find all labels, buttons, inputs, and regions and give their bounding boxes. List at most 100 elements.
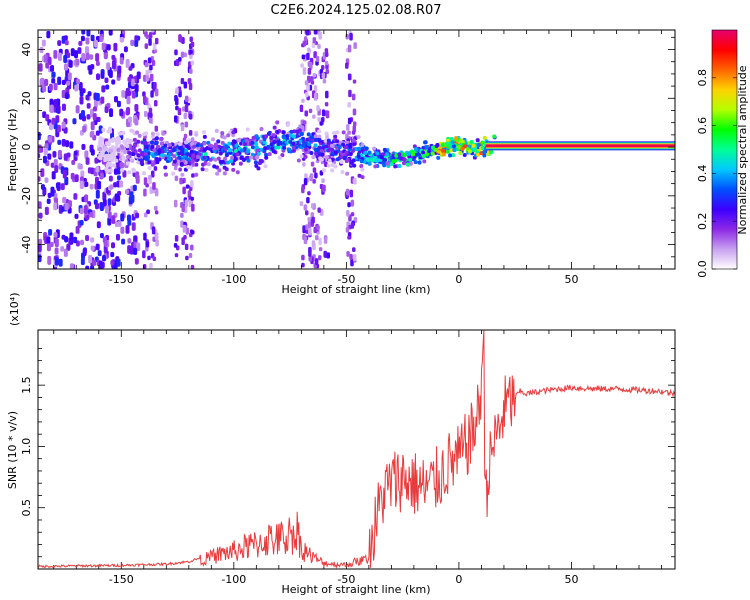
colorbar-tick-label: 0.0	[696, 260, 709, 278]
spectrogram-cell	[189, 49, 193, 54]
spectrogram-cell	[51, 71, 56, 78]
spectrogram-cell	[95, 243, 100, 251]
spectrogram-cell	[264, 152, 269, 157]
spectrogram-cell	[189, 149, 194, 154]
spectrogram-cell	[364, 146, 369, 151]
spectrogram-cell	[127, 116, 132, 123]
spectrogram-cell	[348, 73, 352, 81]
spectrogram-cell	[38, 238, 43, 245]
spectrogram-cell	[61, 89, 66, 99]
spectrogram-cell	[348, 89, 352, 98]
spectrogram-cell	[324, 154, 329, 159]
spectrogram-cell	[311, 155, 316, 160]
spectrogram-cell	[337, 145, 342, 150]
spectrogram-cell	[78, 164, 83, 170]
spectrogram-ridge	[485, 141, 675, 151]
spectrogram-cell	[321, 116, 325, 123]
spectrogram-cell	[458, 151, 463, 156]
spectrogram-cell	[57, 76, 62, 85]
spectrogram-cell	[347, 101, 351, 108]
spectrogram-cell	[351, 138, 356, 143]
spectrogram-y-axis-label: Frequency (Hz)	[6, 109, 19, 192]
spectrogram-cell	[139, 160, 144, 165]
spectrogram-cell	[61, 138, 66, 147]
spectrogram-cell	[149, 73, 154, 82]
spectrogram-cell	[321, 72, 326, 79]
spectrogram-cell	[117, 65, 122, 74]
spectrogram-cell	[142, 250, 146, 259]
spectrogram-cell	[52, 151, 57, 158]
spectrogram-cell	[81, 30, 86, 35]
spectrogram-cell	[272, 125, 277, 130]
x-tick-label: 0	[455, 573, 462, 586]
spectrogram-cell	[143, 110, 148, 118]
spectrogram-cell	[123, 140, 128, 145]
spectrogram-cell	[125, 161, 130, 166]
spectrogram-cell	[424, 145, 429, 150]
spectrogram-cell	[349, 189, 354, 198]
spectrogram-cell	[53, 99, 58, 108]
spectrogram-cell	[305, 224, 309, 231]
spectrogram-cell	[341, 142, 346, 147]
spectrogram-cell	[80, 170, 85, 178]
spectrogram-cell	[202, 155, 207, 160]
spectrogram-cell	[126, 96, 131, 105]
spectrogram-cell	[194, 162, 199, 167]
spectrogram-cell	[90, 34, 95, 42]
spectrogram-cell	[160, 149, 165, 154]
spectrogram-cell	[313, 92, 318, 101]
spectrogram-cell	[98, 136, 103, 141]
spectrogram-cell	[391, 159, 396, 164]
spectrogram-cell	[90, 237, 95, 243]
spectrogram-cell	[114, 158, 119, 163]
spectrogram-cell	[342, 155, 347, 160]
figure-title: C2E6.2024.125.02.08.R07	[270, 3, 441, 18]
spectrogram-cell	[451, 144, 456, 149]
spectrogram-cell	[73, 236, 78, 244]
spectrogram-cell	[116, 258, 121, 267]
x-tick-label: -150	[109, 273, 134, 286]
spectrogram-cell	[63, 248, 68, 257]
spectrogram-cell	[54, 257, 59, 266]
spectrogram-cell	[288, 133, 293, 138]
spectrogram-cell	[256, 151, 261, 156]
spectrogram-cell	[135, 130, 140, 135]
spectrogram-cell	[330, 162, 335, 167]
spectrogram-cell	[214, 128, 219, 133]
colorbar-tick-label: 0.2	[696, 212, 709, 230]
snr-y-axis-label: SNR (10 * v/v)	[6, 411, 19, 489]
spectrogram-cell	[95, 92, 100, 102]
spectrogram-cell	[348, 144, 353, 149]
spectrogram-cell	[385, 161, 390, 166]
spectrogram-cell	[476, 152, 481, 157]
spectrogram-cell	[157, 157, 162, 162]
spectrogram-cell	[359, 159, 364, 164]
spectrogram-cell	[154, 232, 159, 241]
spectrogram-cell	[190, 60, 195, 66]
spectrogram-cell	[238, 161, 243, 166]
spectrogram-cell	[177, 151, 182, 156]
spectrogram-cell	[120, 145, 125, 150]
spectrogram-cell	[121, 238, 126, 245]
spectrogram-cell	[172, 154, 177, 159]
spectrogram-cell	[424, 152, 429, 157]
spectrogram-cell	[345, 227, 350, 233]
spectrogram-cell	[302, 162, 306, 167]
spectrogram-cell	[308, 248, 312, 257]
spectrogram-cell	[125, 154, 130, 159]
spectrogram-cell	[105, 84, 110, 90]
spectrogram-cell	[44, 206, 49, 215]
spectrogram-cell	[51, 171, 56, 180]
spectrogram-cell	[381, 161, 386, 166]
spectrogram-cell	[258, 158, 263, 163]
spectrogram-cell	[40, 184, 45, 190]
spectrogram-cell	[134, 103, 139, 112]
spectrogram-cell	[224, 144, 229, 149]
spectrogram-cell	[191, 153, 196, 158]
spectrogram-cells	[38, 30, 497, 269]
spectrogram-cell	[216, 156, 221, 161]
spectrogram-cell	[185, 255, 189, 261]
spectrogram-cell	[77, 47, 82, 54]
spectrogram-cell	[79, 219, 84, 226]
spectrogram-cell	[196, 146, 201, 151]
